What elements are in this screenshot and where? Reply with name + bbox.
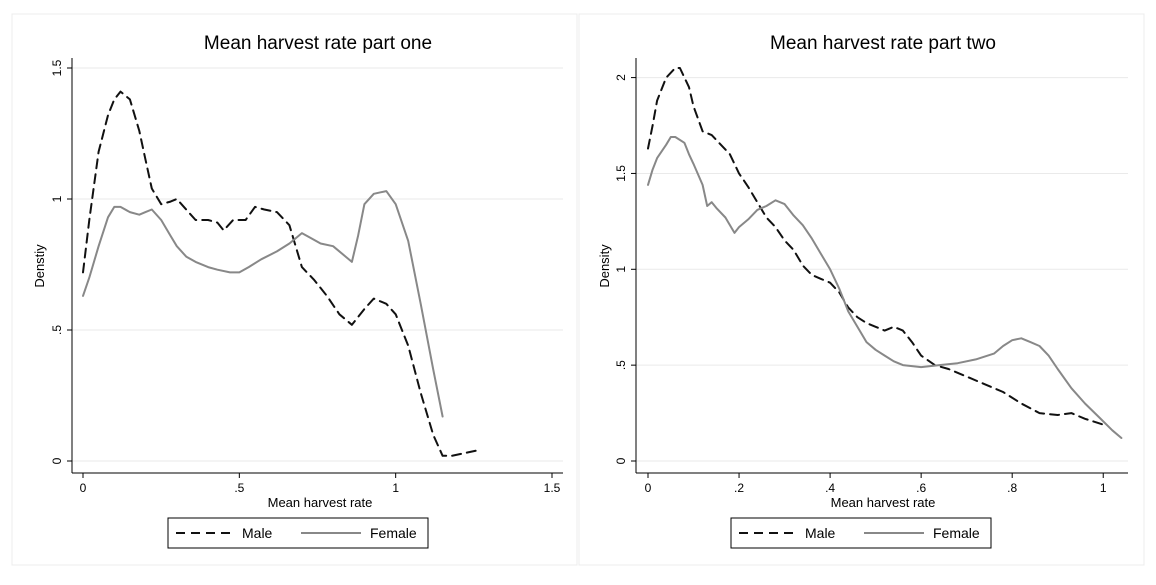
y-tick-label: 1 bbox=[614, 266, 628, 273]
x-axis-label: Mean harvest rate bbox=[268, 495, 373, 510]
x-tick-label: .8 bbox=[1007, 481, 1017, 495]
y-tick-label: 1 bbox=[50, 195, 64, 202]
chart-panel-one: Mean harvest rate part one Mean harvest … bbox=[11, 13, 578, 566]
series-line-female bbox=[82, 190, 444, 418]
grid bbox=[72, 67, 563, 462]
panel-two-frame bbox=[578, 13, 1145, 566]
series-line-male bbox=[82, 90, 478, 457]
axes: 0 .5 1 1.5 2 0 .2 .4 .6 .8 1 bbox=[614, 58, 1128, 495]
legend-label-female: Female bbox=[370, 525, 417, 541]
x-tick-label: 1.5 bbox=[544, 481, 561, 495]
x-tick-label: 0 bbox=[80, 481, 87, 495]
y-axis-label: Density bbox=[597, 244, 612, 288]
x-tick-label: .4 bbox=[825, 481, 835, 495]
series-line-male bbox=[647, 67, 1105, 426]
grid bbox=[636, 77, 1128, 462]
y-tick-label: 0 bbox=[50, 457, 64, 464]
series bbox=[82, 90, 478, 457]
x-tick-label: 1 bbox=[1100, 481, 1107, 495]
y-tick-label: 2 bbox=[614, 74, 628, 81]
y-tick-label: 1.5 bbox=[50, 59, 64, 76]
series bbox=[647, 67, 1123, 439]
axes: 0 .5 1 1.5 0 .5 1 1.5 bbox=[50, 58, 563, 495]
legend-label-male: Male bbox=[242, 525, 273, 541]
chart-title: Mean harvest rate part one bbox=[204, 33, 432, 54]
x-tick-label: .5 bbox=[234, 481, 244, 495]
series-line-female bbox=[647, 136, 1123, 439]
y-tick-label: .5 bbox=[50, 325, 64, 335]
chart-title: Mean harvest rate part two bbox=[770, 33, 996, 54]
y-tick-label: 0 bbox=[614, 457, 628, 464]
x-tick-label: .6 bbox=[916, 481, 926, 495]
legend: Male Female bbox=[730, 517, 992, 549]
x-tick-label: .2 bbox=[734, 481, 744, 495]
legend-label-female: Female bbox=[933, 525, 980, 541]
legend-label-male: Male bbox=[805, 525, 836, 541]
y-axis-label: Denstiy bbox=[32, 244, 47, 288]
x-axis-label: Mean harvest rate bbox=[831, 495, 936, 510]
panel-one-frame bbox=[11, 13, 578, 566]
y-tick-label: 1.5 bbox=[614, 165, 628, 182]
x-tick-label: 0 bbox=[645, 481, 652, 495]
y-tick-label: .5 bbox=[614, 360, 628, 370]
x-tick-label: 1 bbox=[392, 481, 399, 495]
chart-panel-two: Mean harvest rate part two Mean harvest … bbox=[578, 13, 1145, 566]
legend: Male Female bbox=[167, 517, 429, 549]
